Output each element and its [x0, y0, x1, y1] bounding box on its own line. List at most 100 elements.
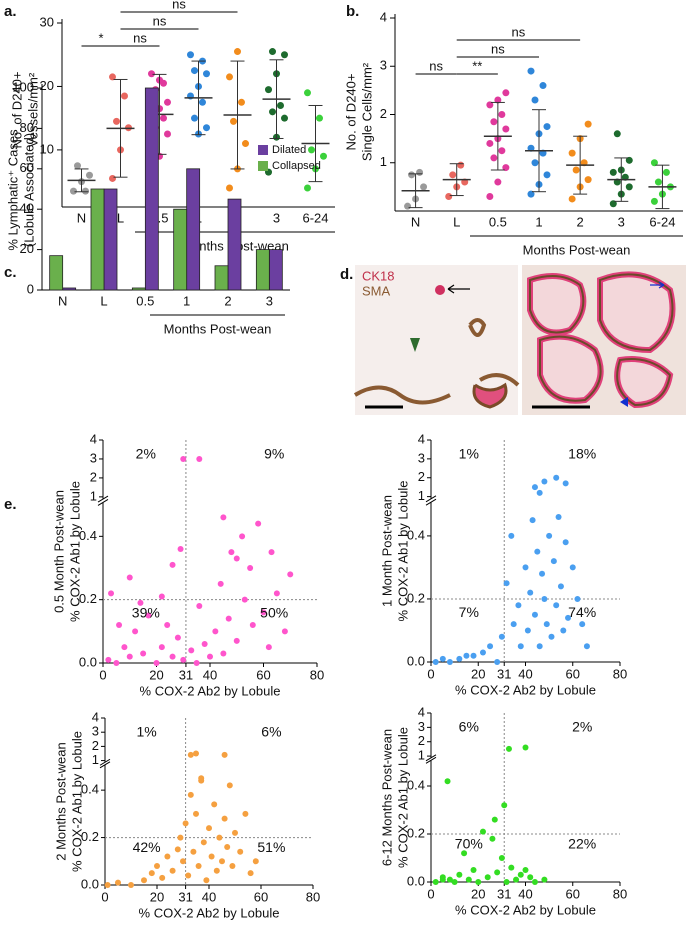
point [463, 652, 470, 659]
point [180, 455, 187, 462]
significance-label: ns [512, 24, 526, 39]
point [195, 863, 202, 870]
x-tick-label: 20 [471, 666, 485, 681]
point [137, 599, 144, 606]
point [219, 858, 225, 865]
x-tick-label: 0.5 [136, 293, 154, 308]
point [527, 874, 534, 881]
y-tick-label: 4 [380, 9, 387, 24]
point [553, 474, 560, 481]
dot [404, 202, 412, 210]
point [200, 839, 207, 846]
x-tick-label: 0.5 [489, 214, 507, 229]
dot [650, 159, 658, 167]
dot [498, 147, 506, 155]
y-tick-label: 60 [20, 160, 34, 175]
point [201, 641, 208, 648]
point [273, 590, 280, 597]
point [494, 869, 501, 876]
point [565, 614, 572, 621]
axis-break [425, 495, 437, 503]
point [190, 848, 197, 855]
y-tick-label: 100 [12, 79, 34, 94]
y-axis-label: 6-12 Months Post-wean [379, 729, 394, 866]
dot [457, 161, 465, 169]
dot [584, 176, 592, 184]
quadrant-label: 51% [257, 839, 285, 855]
point [188, 647, 195, 654]
y-tick-label: 10 [40, 141, 54, 156]
point [128, 882, 134, 888]
point [494, 659, 501, 665]
stain-label: CK18 [362, 268, 395, 283]
point [206, 825, 212, 832]
dot [160, 114, 167, 122]
point [475, 879, 482, 885]
point [185, 872, 192, 879]
point [208, 853, 215, 860]
legend-label: Dilated [272, 144, 306, 156]
bar [186, 168, 201, 291]
x-tick-label: 3 [618, 214, 625, 229]
dot [531, 159, 539, 167]
point [177, 834, 184, 841]
point [221, 751, 228, 758]
y-axis-label: 0.5 Month Post-wean [51, 490, 66, 613]
x-axis-label: % COX-2 Ab2 by Lobule [455, 902, 596, 917]
point [479, 828, 486, 835]
axis-break [425, 756, 437, 764]
bar [227, 198, 242, 291]
y-tick-label: 3 [90, 450, 97, 465]
x-tick-label: 3 [266, 293, 273, 308]
point [169, 867, 176, 874]
y-tick-label: 1 [380, 154, 387, 169]
x-tick-label: 31 [497, 886, 511, 901]
point [187, 791, 194, 798]
y-axis-label: % Lymphatic⁺ Cases [5, 129, 20, 251]
point [522, 744, 529, 751]
x-axis-label: Months Post-wean [164, 321, 272, 336]
dot [82, 187, 89, 195]
point [527, 589, 534, 596]
point [252, 858, 259, 865]
dot [502, 164, 510, 172]
legend-swatch [258, 161, 268, 171]
point [224, 844, 231, 851]
legend-label: Collapsed [272, 160, 321, 172]
point [529, 517, 536, 524]
point [169, 561, 176, 568]
y-tick-label: 2 [418, 733, 425, 748]
point [126, 574, 133, 581]
point [487, 643, 494, 650]
point [508, 864, 515, 871]
point [132, 628, 139, 635]
y-tick-label: 1 [418, 748, 425, 763]
y-tick-label: 20 [20, 241, 34, 256]
arrow [650, 281, 665, 289]
point [574, 595, 581, 602]
x-tick-label: 60 [254, 889, 268, 904]
dot [242, 140, 249, 148]
x-tick-label: 6-24 [302, 210, 328, 225]
x-tick-label: 60 [256, 667, 270, 682]
point [193, 750, 199, 757]
arrowhead [410, 338, 420, 352]
point [241, 596, 248, 603]
quadrant-label: 7% [459, 604, 479, 620]
point [220, 650, 227, 657]
point [260, 609, 267, 616]
point [569, 564, 576, 571]
tissue-outline [529, 273, 674, 407]
y-axis-label: (Lobule Associated) [21, 133, 36, 247]
panel-label: a. [4, 3, 17, 20]
point [541, 478, 548, 485]
point [237, 848, 244, 855]
point [158, 644, 165, 651]
point [187, 751, 194, 758]
cell [435, 285, 445, 295]
point [461, 850, 468, 857]
bar [173, 208, 188, 291]
point [169, 653, 176, 660]
point [517, 871, 524, 878]
